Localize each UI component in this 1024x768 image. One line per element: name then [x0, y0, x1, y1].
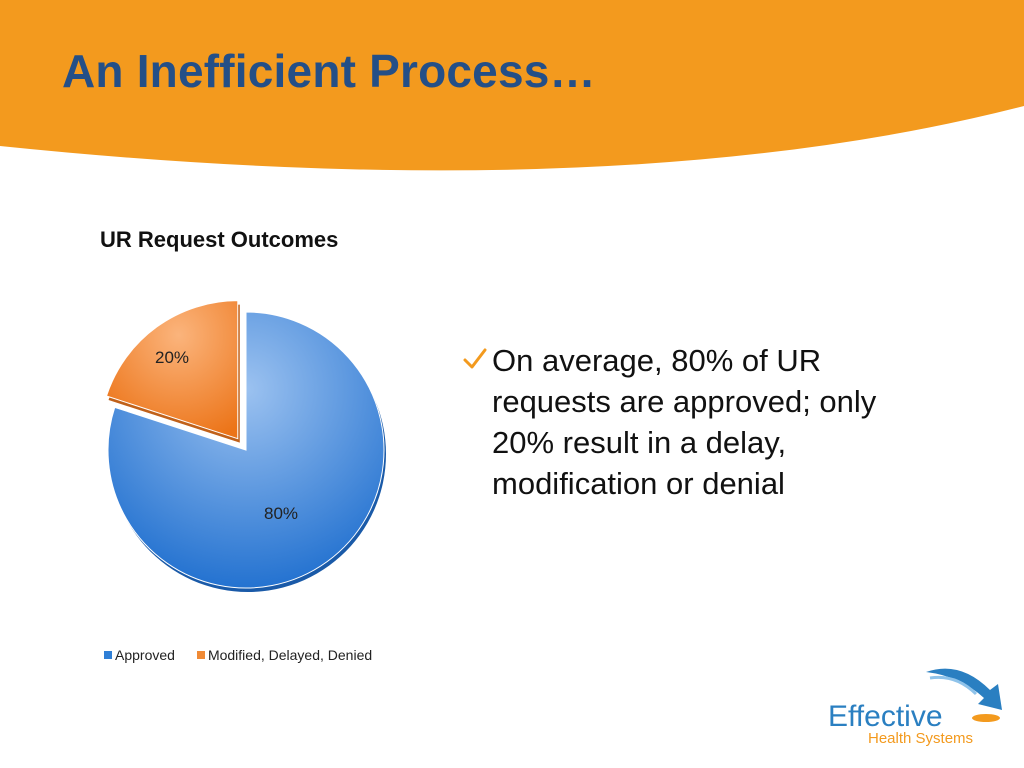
chart-legend: Approved Modified, Delayed, Denied	[104, 647, 372, 663]
company-logo: Effective Health Systems	[824, 664, 1014, 754]
arrow-swoosh-icon	[926, 668, 1002, 722]
pie-slice-modified	[105, 300, 239, 440]
slice-label-modified: 20%	[155, 348, 189, 367]
legend-swatch-approved	[104, 651, 112, 659]
bullet-text: On average, 80% of UR requests are appro…	[492, 343, 877, 501]
header-banner	[0, 0, 1024, 171]
legend-label-approved: Approved	[115, 647, 175, 663]
checkmark-icon	[463, 348, 487, 369]
legend-item-approved: Approved	[104, 647, 175, 663]
legend-swatch-modified	[196, 651, 205, 659]
legend-item-modified: Modified, Delayed, Denied	[196, 647, 373, 663]
bullet-point: On average, 80% of UR requests are appro…	[462, 340, 932, 504]
logo-wordmark: Effective	[828, 700, 943, 733]
slide-title: An Inefficient Process…	[62, 45, 596, 97]
chart-title: UR Request Outcomes	[100, 227, 339, 252]
pie-slice-approved	[107, 311, 385, 589]
logo-subtitle: Health Systems	[868, 730, 974, 747]
pie-chart: 80% 20%	[105, 300, 386, 592]
legend-label-modified: Modified, Delayed, Denied	[207, 647, 373, 663]
slice-label-approved: 80%	[264, 504, 298, 523]
